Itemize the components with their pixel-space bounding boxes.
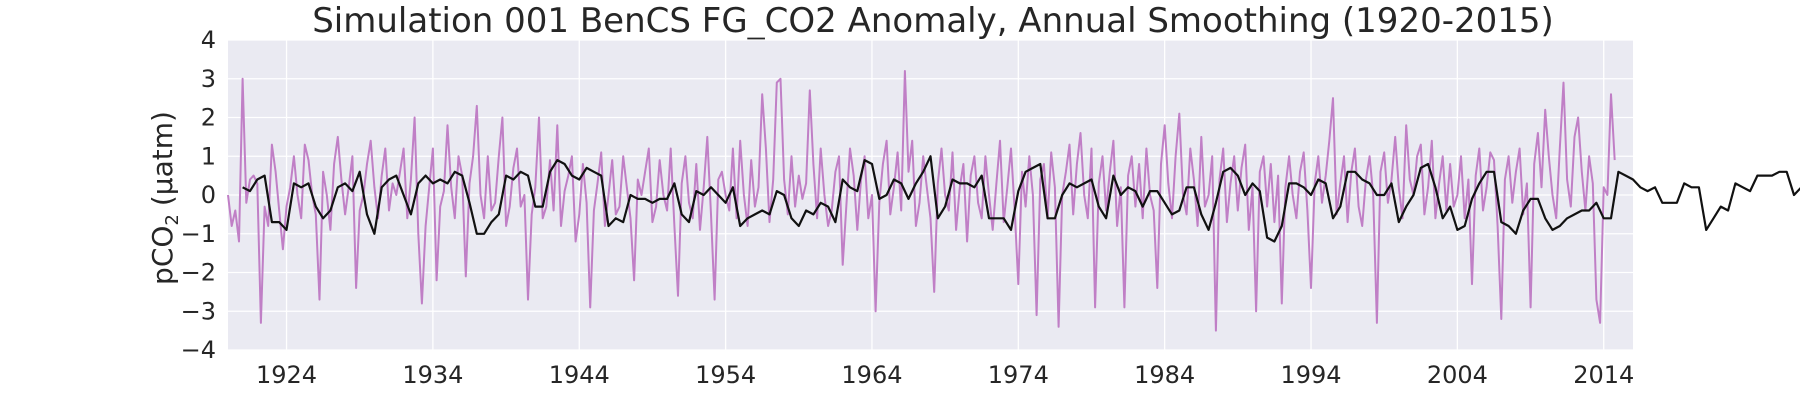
y-tick-label: 2 [201,104,216,132]
y-axis-label: pCO2 (μatm) [146,111,183,285]
x-tick-labels: 1924 1934 1944 1954 1964 1974 1984 1994 2004 2014 [256,361,1634,389]
monthly-anomaly-line [227,70,1616,332]
smoothed-anomaly-line [242,155,1800,243]
y-tick-labels: −4 −3 −2 −1 0 1 2 3 4 [181,26,216,364]
x-tick-label: 1964 [841,361,902,389]
svg-text:pCO2(μatm): pCO2 (μatm) [146,111,183,285]
x-tick-label: 1924 [256,361,317,389]
y-tick-label: −3 [181,297,216,325]
series-lines [227,70,1800,332]
x-tick-label: 1954 [695,361,756,389]
x-tick-label: 2014 [1573,361,1634,389]
x-tick-label: 2004 [1427,361,1488,389]
y-tick-label: −2 [181,259,216,287]
x-tick-label: 1934 [402,361,463,389]
y-axis-label-unit: (μatm) [146,111,179,206]
x-tick-label: 1944 [549,361,610,389]
x-tick-label: 1974 [988,361,1049,389]
y-axis-label-subscript: 2 [162,214,183,225]
y-tick-label: 3 [201,65,216,93]
y-tick-label: −1 [181,220,216,248]
y-tick-label: −4 [181,336,216,364]
y-tick-label: 1 [201,142,216,170]
x-tick-label: 1994 [1280,361,1341,389]
y-axis-label-text: pCO [146,226,179,285]
chart-title: Simulation 001 BenCS FG_CO2 Anomaly, Ann… [312,1,1554,41]
x-tick-label: 1984 [1134,361,1195,389]
y-tick-label: 4 [201,26,216,54]
y-tick-label: 0 [201,181,216,209]
grid [228,39,1633,351]
